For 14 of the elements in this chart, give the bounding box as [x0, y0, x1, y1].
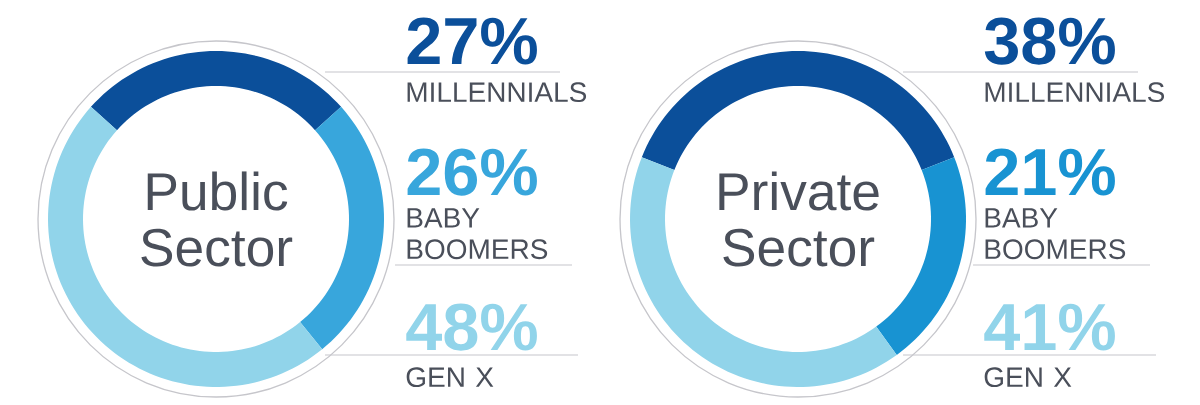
data-label: 26% — [407, 148, 537, 196]
data-label: 21% — [985, 148, 1115, 196]
slice-label: GEN X — [984, 367, 1072, 388]
data-label: 41% — [984, 303, 1115, 351]
slice-label: BABY BOOMERS — [985, 208, 1126, 260]
slice-label: BABY BOOMERS — [407, 208, 548, 260]
text: Public Sector — [141, 171, 293, 267]
text: Private Sector — [719, 171, 879, 267]
data-label: 38% — [984, 17, 1115, 65]
data-label: 48% — [406, 303, 537, 351]
slice-label: MILLENNIALS — [985, 82, 1165, 103]
slice-label: MILLENNIALS — [407, 82, 587, 103]
data-label: 27% — [407, 17, 537, 65]
slice-label: GEN X — [406, 367, 494, 388]
